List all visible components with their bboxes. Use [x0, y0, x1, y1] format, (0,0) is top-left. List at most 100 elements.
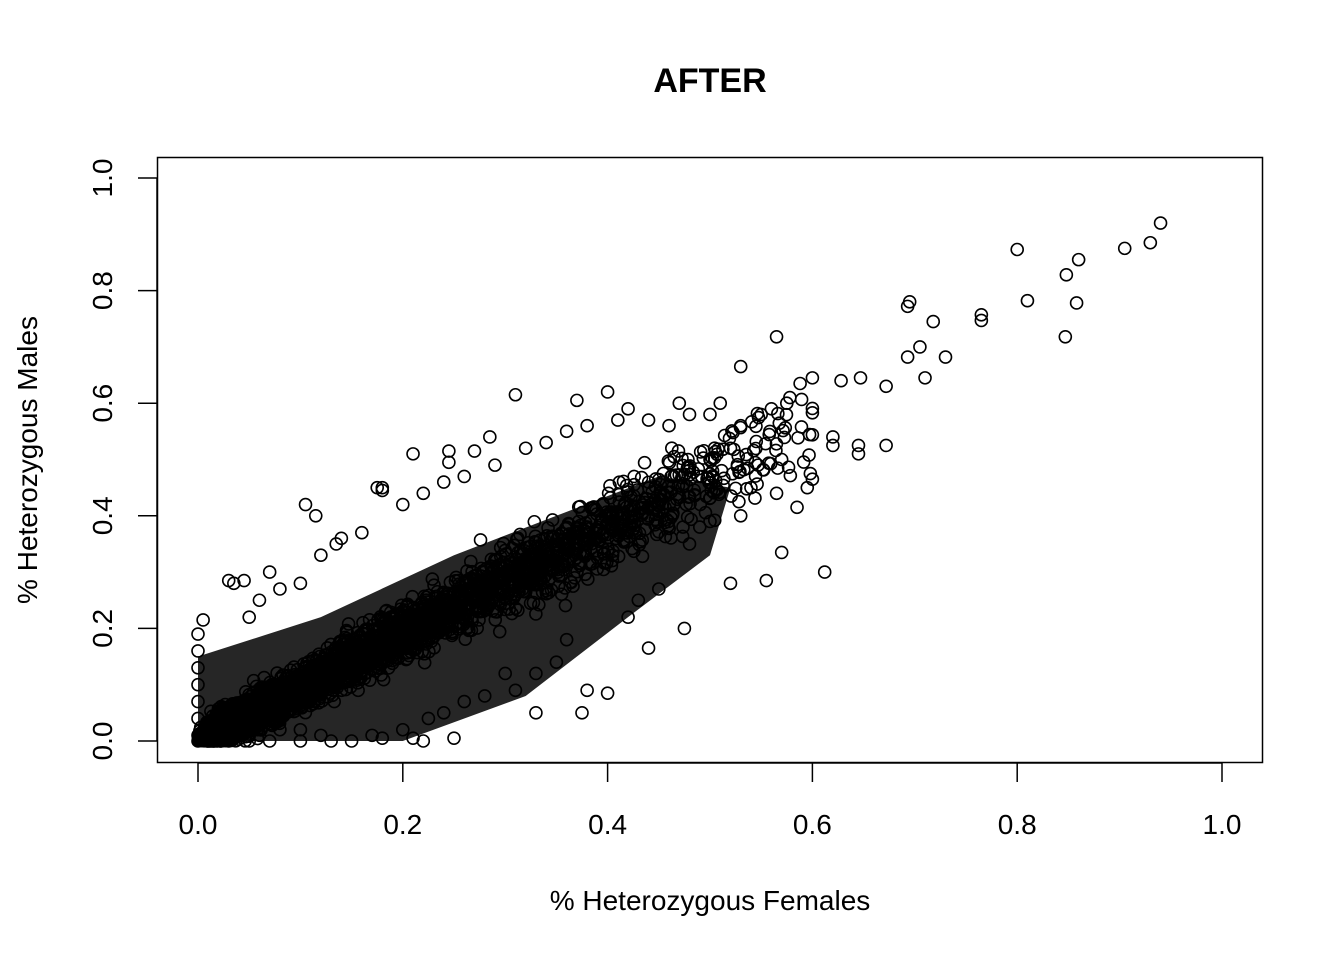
data-point: [826, 438, 840, 453]
data-point: [559, 632, 574, 647]
x-tick-label: 1.0: [1203, 809, 1242, 840]
data-point: [442, 444, 456, 458]
y-tick-label: 0.4: [87, 496, 118, 535]
data-point: [1058, 329, 1073, 344]
data-point: [436, 475, 451, 489]
x-axis: 0.0 0.2 0.4 0.6 0.8 1.0: [179, 762, 1242, 840]
cloud-point: [637, 455, 652, 470]
data-point: [436, 706, 451, 720]
data-point: [539, 435, 553, 450]
data-point: [926, 314, 941, 329]
data-point: [733, 418, 748, 433]
data-point: [298, 497, 313, 512]
data-point: [774, 545, 789, 560]
data-point: [900, 350, 915, 364]
data-point: [754, 407, 769, 422]
data-point: [774, 452, 789, 467]
data-point: [375, 483, 390, 498]
data-point: [682, 407, 697, 422]
data-points: [191, 216, 1168, 748]
data-point: [457, 469, 472, 484]
x-axis-label: % Heterozygous Females: [550, 885, 871, 916]
data-point: [769, 329, 784, 344]
data-point: [805, 371, 820, 385]
data-point: [764, 402, 779, 416]
data-point: [191, 661, 205, 675]
cloud-point: [683, 459, 697, 473]
data-point: [621, 610, 635, 624]
cloud-point: [781, 460, 796, 475]
data-point: [790, 500, 804, 515]
data-point: [672, 396, 687, 411]
data-point: [191, 728, 205, 743]
data-point: [677, 621, 692, 636]
data-point: [703, 452, 717, 467]
data-point: [580, 418, 594, 433]
cloud-point: [751, 410, 766, 425]
data-point: [1059, 268, 1074, 282]
data-point: [938, 350, 953, 364]
data-point: [817, 565, 832, 579]
data-point: [196, 613, 210, 627]
data-point: [826, 430, 840, 444]
data-point: [793, 376, 807, 391]
data-point: [252, 593, 267, 608]
data-point: [803, 466, 818, 481]
data-point: [1153, 216, 1168, 230]
data-point: [406, 447, 420, 461]
cloud-point: [691, 469, 705, 484]
data-point: [416, 486, 431, 501]
data-point: [851, 438, 866, 453]
data-point: [395, 722, 410, 737]
cloud-point: [778, 420, 793, 435]
data-point: [600, 385, 615, 399]
y-tick-label: 0.6: [87, 384, 118, 423]
data-point: [273, 722, 287, 737]
data-point: [375, 731, 390, 745]
x-tick-label: 0.2: [383, 809, 422, 840]
cloud-point: [722, 431, 737, 446]
cloud-point: [783, 468, 798, 483]
data-point: [416, 734, 431, 748]
y-tick-label: 1.0: [87, 159, 118, 198]
data-point: [508, 683, 523, 698]
cloud-point: [794, 392, 809, 407]
cloud-point: [731, 449, 746, 463]
data-point: [191, 694, 205, 709]
data-point: [723, 576, 738, 591]
data-point: [1071, 252, 1086, 267]
data-point: [1010, 242, 1025, 257]
data-point: [631, 593, 646, 608]
x-tick-label: 0.8: [998, 809, 1037, 840]
cloud-point: [796, 455, 811, 469]
data-point: [580, 683, 594, 698]
data-point: [221, 734, 236, 748]
data-point: [242, 610, 256, 624]
data-point: [406, 731, 420, 745]
cloud-point: [675, 451, 689, 466]
x-tick-label: 0.6: [793, 809, 832, 840]
cloud-point: [696, 451, 711, 465]
data-point: [621, 402, 635, 416]
data-point: [733, 508, 748, 523]
data-point: [1069, 296, 1084, 310]
cloud-point: [749, 419, 763, 434]
data-point: [447, 731, 461, 745]
cloud-point: [748, 455, 763, 470]
data-point: [900, 299, 915, 314]
data-point: [575, 706, 589, 720]
data-point: [262, 734, 277, 748]
data-point: [703, 407, 717, 422]
data-point: [769, 486, 784, 501]
data-point: [692, 520, 707, 534]
data-point: [518, 441, 533, 456]
data-point: [242, 734, 256, 748]
data-point: [237, 573, 251, 588]
data-point: [262, 565, 277, 579]
data-point: [273, 582, 287, 596]
data-point: [191, 644, 205, 658]
data-point: [853, 371, 868, 385]
data-point: [1117, 241, 1132, 256]
data-point: [733, 359, 748, 374]
